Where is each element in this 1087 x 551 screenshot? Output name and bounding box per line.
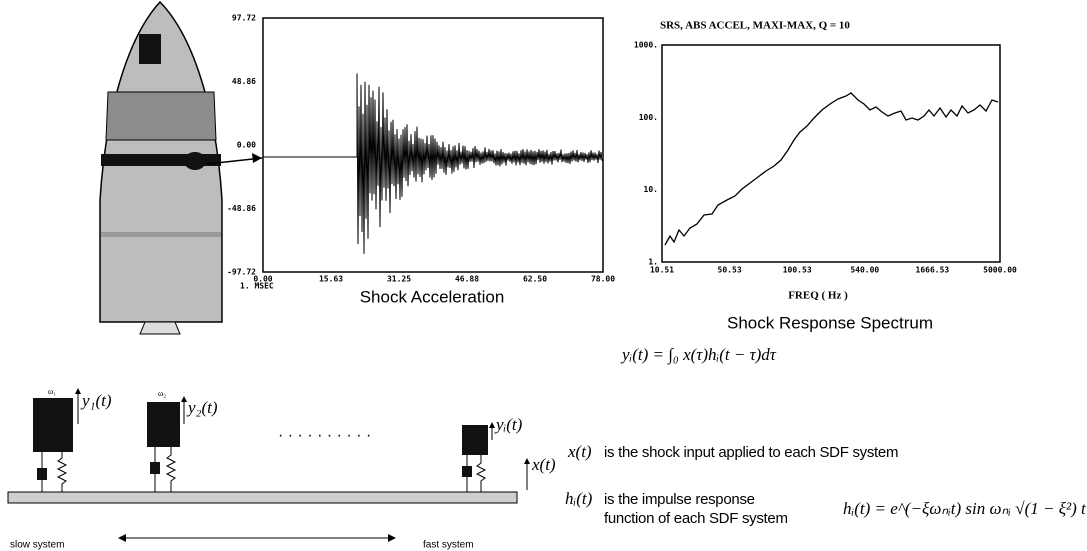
x-tick-label: 540.00 (850, 266, 879, 275)
symbol: hᵢ(t) (565, 489, 593, 508)
sdf-system (33, 388, 81, 492)
description: function of each SDF system (604, 510, 788, 527)
description: is the shock input applied to each SDF s… (604, 444, 898, 461)
response-label: y₁(t) (80, 391, 112, 410)
symbol: x(t) (567, 442, 592, 461)
x-unit: 1. MSEC (240, 282, 274, 291)
x-tick-label: 100.53 (783, 266, 812, 275)
y-tick-label: -97.72 (227, 268, 256, 277)
caption: Shock Response Spectrum (727, 313, 933, 332)
rocket (99, 0, 223, 335)
srs-title: SRS, ABS ACCEL, MAXI-MAX, Q = 10 (660, 20, 850, 32)
x-tick-label: 10.51 (650, 266, 674, 275)
x-tick-label: 5000.00 (983, 266, 1017, 275)
y-tick-label: 10. (644, 185, 658, 194)
mass-label: ω₂ (158, 389, 166, 398)
x-tick-label: 62.50 (523, 275, 547, 284)
plot-frame (262, 17, 604, 273)
input-label: x(t) (531, 455, 556, 474)
ellipsis: · · · · · · · · · · (278, 427, 371, 444)
plot-frame (661, 44, 1001, 263)
srs-curve (664, 92, 999, 246)
y-tick-label: 97.72 (232, 14, 256, 23)
y-tick-label: 100. (639, 113, 658, 122)
arrow-head (252, 153, 262, 163)
x-tick-label: 31.25 (387, 275, 411, 284)
x-tick-label: 46.88 (455, 275, 479, 284)
caption: Shock Acceleration (360, 287, 505, 306)
slow-label: slow system (10, 540, 64, 551)
x-tick-label: 50.53 (718, 266, 742, 275)
equation: yᵢ(t) = ∫₀ x(τ)hᵢ(t − τ)dτ (620, 345, 777, 365)
y-tick-label: 1000. (634, 41, 658, 50)
waveform (263, 73, 603, 254)
x-tick-label: 0.00 (253, 275, 272, 284)
y-tick-label: 0.00 (237, 141, 256, 150)
x-tick-label: 78.00 (591, 275, 615, 284)
equation: hᵢ(t) = e^(−ξωₙᵢt) sin ωₙᵢ √(1 − ξ²) t (843, 499, 1087, 518)
y-tick-label: 48.86 (232, 77, 256, 86)
sdf-system (147, 396, 187, 492)
x-tick-label: 1666.53 (916, 266, 950, 275)
base (7, 491, 518, 504)
response-label: yᵢ(t) (494, 415, 523, 434)
x-tick-label: 15.63 (319, 275, 343, 284)
description: is the impulse response (604, 491, 755, 508)
y-tick-label: -48.86 (227, 204, 256, 213)
sdf-system (462, 422, 495, 492)
fast-label: fast system (423, 540, 474, 551)
x-label: FREQ ( Hz ) (788, 290, 848, 302)
y-tick-label: 1. (648, 258, 658, 267)
response-label: y₂(t) (186, 398, 218, 417)
mass-label: ω₁ (48, 387, 56, 396)
arrow-head (524, 458, 530, 464)
